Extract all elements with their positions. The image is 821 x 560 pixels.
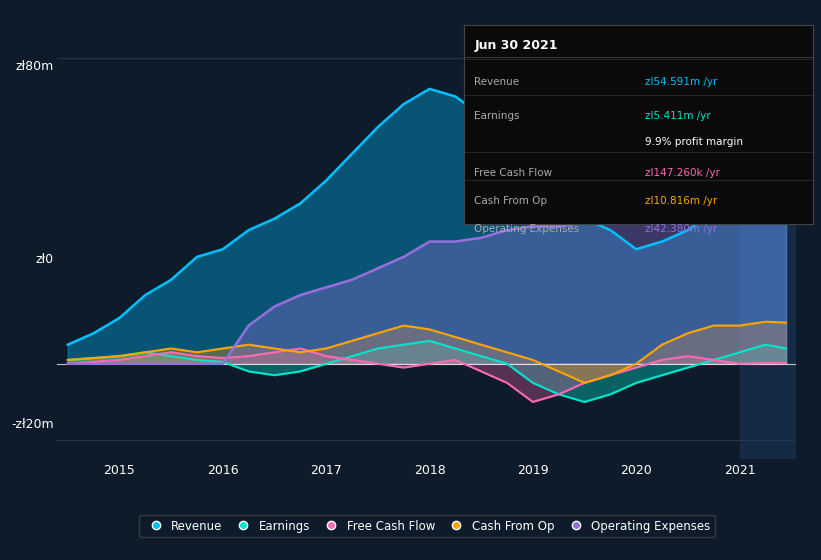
Text: Jun 30 2021: Jun 30 2021 — [475, 39, 557, 52]
Text: -zł20m: -zł20m — [11, 418, 54, 431]
Text: 9.9% profit margin: 9.9% profit margin — [645, 137, 743, 147]
Text: zl42.380m /yr: zl42.380m /yr — [645, 224, 718, 234]
Text: zl54.591m /yr: zl54.591m /yr — [645, 77, 718, 87]
Text: zł0: zł0 — [35, 253, 54, 266]
Text: Free Cash Flow: Free Cash Flow — [475, 169, 553, 178]
Text: Operating Expenses: Operating Expenses — [475, 224, 580, 234]
Text: zł80m: zł80m — [16, 60, 54, 73]
Text: zl5.411m /yr: zl5.411m /yr — [645, 111, 711, 121]
Legend: Revenue, Earnings, Free Cash Flow, Cash From Op, Operating Expenses: Revenue, Earnings, Free Cash Flow, Cash … — [139, 515, 715, 537]
Text: Revenue: Revenue — [475, 77, 520, 87]
Text: Earnings: Earnings — [475, 111, 520, 121]
Text: Cash From Op: Cash From Op — [475, 196, 548, 206]
Text: zl10.816m /yr: zl10.816m /yr — [645, 196, 718, 206]
Bar — [740, 39, 796, 459]
Text: zl147.260k /yr: zl147.260k /yr — [645, 169, 720, 178]
